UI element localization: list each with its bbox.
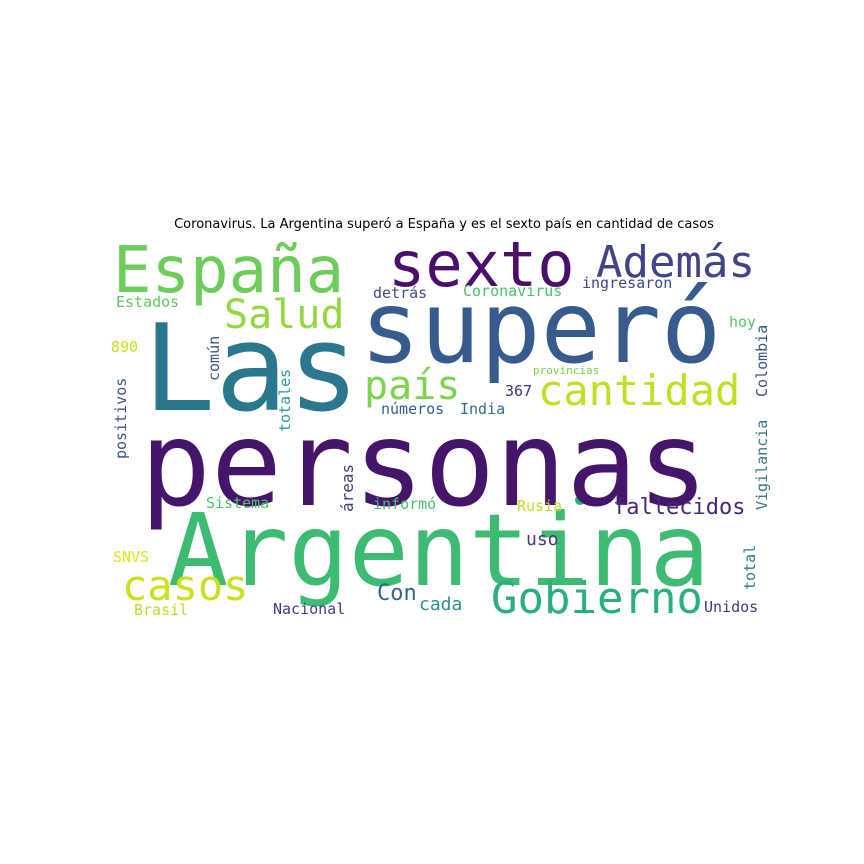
cloud-word: común [205, 336, 223, 381]
cloud-word: sexto [388, 228, 575, 301]
cloud-word: 890 [111, 338, 138, 356]
cloud-word: uso [526, 529, 559, 550]
cloud-word: Con [377, 581, 417, 606]
cloud-word: Unidos [704, 598, 758, 616]
cloud-word: total [741, 545, 759, 590]
cloud-word: Nacional [273, 600, 345, 618]
cloud-word: fallecidos [613, 495, 745, 520]
figure-title: Coronavirus. La Argentina superó a Españ… [174, 217, 714, 232]
cloud-word: Brasil [134, 601, 188, 619]
cloud-word: Salud [224, 292, 344, 338]
cloud-word: India [460, 400, 505, 418]
cloud-word: casos [122, 561, 248, 610]
cloud-word: Rusia [517, 497, 562, 515]
cloud-word: Coronavirus [463, 282, 562, 300]
cloud-word: ingresaron [582, 274, 672, 292]
cloud-word: cada [419, 594, 462, 615]
cloud-word: detrás [373, 284, 427, 302]
cloud-word: totales [276, 369, 294, 432]
cloud-word: 367 [505, 382, 532, 400]
cloud-dot [575, 495, 585, 505]
cloud-word: Las [143, 300, 360, 439]
cloud-word: números [381, 400, 444, 418]
cloud-word: Vigilancia [753, 420, 771, 510]
cloud-word: áreas [338, 464, 357, 512]
cloud-word: positivos [112, 378, 130, 459]
cloud-word: Argentina [168, 492, 710, 609]
cloud-word: informó [373, 495, 436, 513]
cloud-word: España [113, 234, 344, 308]
cloud-word: SNVS [113, 548, 149, 566]
cloud-word: país [364, 363, 460, 409]
cloud-word: provincias [533, 364, 599, 377]
cloud-word: superó [360, 269, 721, 386]
cloud-word: Gobierno [491, 573, 703, 624]
cloud-word: personas [140, 395, 708, 533]
cloud-word: Además [596, 237, 755, 288]
cloud-word: Sistema [206, 494, 269, 512]
cloud-word: Colombia [753, 325, 771, 397]
cloud-word: cantidad [538, 366, 740, 415]
cloud-word: hoy [729, 313, 756, 331]
cloud-word: Estados [116, 293, 179, 311]
